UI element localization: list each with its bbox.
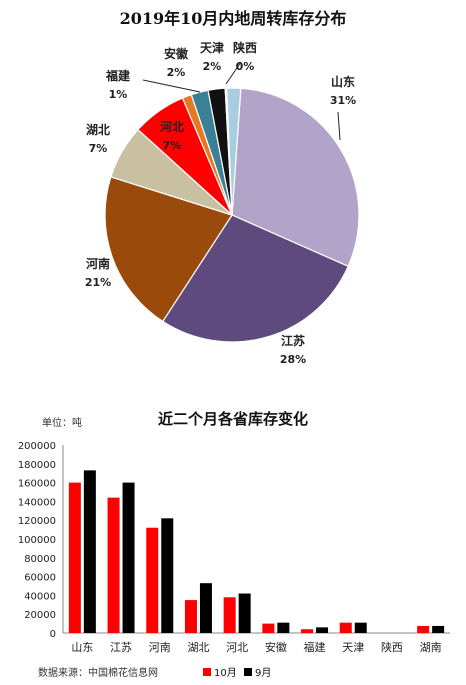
legend-label-10月: 10月 xyxy=(214,667,237,679)
pie-percent-湖北: 7% xyxy=(89,142,108,155)
pie-percent-陕西: 0% xyxy=(236,60,255,73)
pie-percent-河南: 21% xyxy=(85,276,111,289)
bar-湖北-9月 xyxy=(199,583,212,633)
bar-湖北-10月 xyxy=(184,600,197,633)
pie-label-陕西: 陕西 xyxy=(233,40,257,55)
x-tick-河南: 河南 xyxy=(149,641,171,654)
y-tick-60000: 60000 xyxy=(24,573,56,584)
pie-percent-山东: 31% xyxy=(330,94,356,107)
y-tick-200000: 200000 xyxy=(18,441,56,452)
bar-天津-9月 xyxy=(354,622,367,633)
pie-label-天津: 天津 xyxy=(200,40,224,55)
legend-swatch-9月 xyxy=(244,668,252,676)
bar-湖南-10月 xyxy=(417,625,430,633)
pie-percent-天津: 2% xyxy=(203,60,222,73)
pie-percent-河北: 7% xyxy=(163,139,182,152)
y-tick-140000: 140000 xyxy=(18,497,56,508)
x-tick-福建: 福建 xyxy=(304,640,326,654)
pie-percent-福建: 1% xyxy=(109,88,128,101)
bar-福建-10月 xyxy=(301,629,314,633)
x-tick-湖南: 湖南 xyxy=(420,641,442,654)
pie-slices xyxy=(104,87,360,343)
x-tick-河北: 河北 xyxy=(226,641,248,654)
x-tick-陕西: 陕西 xyxy=(381,640,403,654)
x-tick-安徽: 安徽 xyxy=(265,640,287,654)
x-tick-江苏: 江苏 xyxy=(110,641,132,654)
bar-安徽-10月 xyxy=(262,623,275,633)
pie-percent-江苏: 28% xyxy=(280,353,306,366)
pie-label-福建: 福建 xyxy=(105,68,131,83)
y-tick-0: 0 xyxy=(50,629,56,640)
x-tick-labels: 山东 江苏 河南 湖北 河北 安徽 福建 天津 陕西 湖南 xyxy=(71,640,441,654)
y-tick-160000: 160000 xyxy=(18,479,56,490)
x-tick-山东: 山东 xyxy=(71,641,93,654)
pie-label-江苏: 江苏 xyxy=(281,333,305,348)
pie-slice-山东 xyxy=(231,87,360,268)
leader-line-山东 xyxy=(337,111,341,141)
y-tick-80000: 80000 xyxy=(24,554,56,565)
bar-江苏-10月 xyxy=(107,497,120,633)
y-tick-labels: 2000001800001600001400001200001000008000… xyxy=(18,441,56,640)
bar-河北-10月 xyxy=(223,597,236,633)
x-tick-湖北: 湖北 xyxy=(187,641,209,654)
legend-swatch-10月 xyxy=(203,668,211,676)
pie-label-安徽: 安徽 xyxy=(164,46,189,61)
bar-天津-10月 xyxy=(339,622,352,633)
bar-湖南-9月 xyxy=(432,625,445,633)
bar-河南-9月 xyxy=(161,518,174,633)
bar-江苏-9月 xyxy=(122,482,135,633)
bar-axis xyxy=(62,445,450,634)
y-tick-120000: 120000 xyxy=(18,516,56,527)
pie-slice-河南 xyxy=(104,176,233,323)
pie-slice-other xyxy=(226,87,242,216)
pie-label-山东: 山东 xyxy=(331,74,355,89)
y-tick-180000: 180000 xyxy=(18,460,56,471)
bar-chart-title: 近二个月各省库存变化 xyxy=(158,410,308,428)
pie-label-湖北: 湖北 xyxy=(86,122,110,137)
pie-label-河北: 河北 xyxy=(159,119,184,134)
x-tick-天津: 天津 xyxy=(342,641,364,654)
bar-福建-9月 xyxy=(316,627,329,633)
bar-山东-9月 xyxy=(83,470,96,633)
pie-slice-江苏 xyxy=(161,214,349,343)
pie-label-河南: 河南 xyxy=(85,256,110,271)
legend-label-9月: 9月 xyxy=(255,667,271,679)
bar-安徽-9月 xyxy=(277,622,290,633)
y-tick-40000: 40000 xyxy=(24,591,56,602)
pie-labels: 山东 31% 江苏 28% 河南 21% 湖北 7% 河北 7% 福建 1% 安徽 2% 天津 2% 陕西 0% xyxy=(85,40,356,366)
pie-percent-安徽: 2% xyxy=(167,66,186,79)
y-tick-20000: 20000 xyxy=(24,610,56,621)
bar-河南-10月 xyxy=(146,527,159,633)
unit-label: 单位：吨 xyxy=(42,416,82,429)
leader-line-福建 xyxy=(142,79,201,93)
y-tick-100000: 100000 xyxy=(18,535,56,546)
bar-河北-9月 xyxy=(238,593,251,633)
pie-chart-title: 2019年10月内地周转库存分布 xyxy=(120,9,347,28)
data-source: 数据来源：中国棉花信息网 xyxy=(38,666,158,679)
legend: 10月 9月 xyxy=(203,667,271,679)
bar-marks xyxy=(68,470,445,633)
bar-山东-10月 xyxy=(68,482,81,633)
leader-line-陕西 xyxy=(225,61,242,85)
